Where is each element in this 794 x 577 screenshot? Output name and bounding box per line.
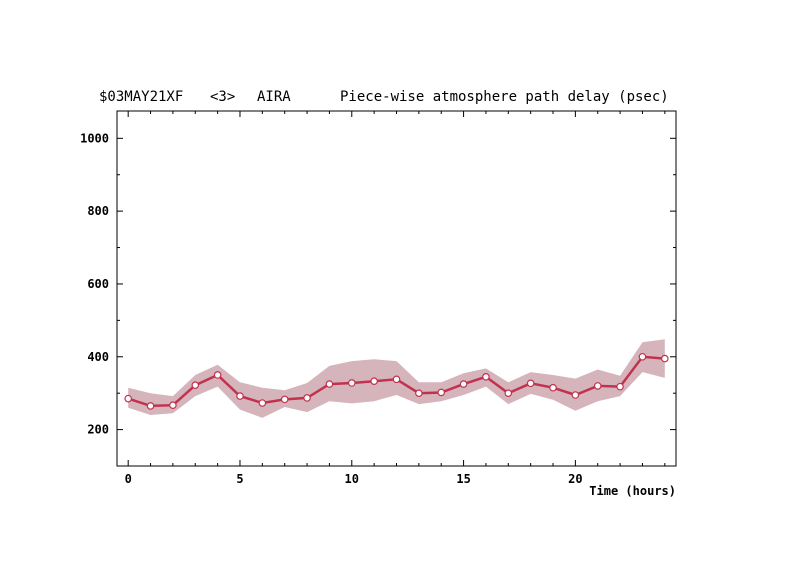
x-tick-label: 5: [236, 472, 243, 486]
data-point: [124, 394, 132, 403]
x-tick-label: 10: [345, 472, 359, 486]
data-point: [459, 380, 468, 388]
data-point: [169, 401, 177, 409]
y-tick-label: 200: [87, 423, 109, 437]
data-point: [146, 402, 155, 410]
chart-source-name: $03MAY21XF: [99, 89, 183, 105]
data-point: [504, 389, 513, 397]
data-point: [347, 379, 356, 387]
data-point: [526, 379, 535, 388]
data-point: [593, 382, 602, 390]
data-point: [191, 381, 200, 389]
axis-tick-labels: 0 5 10 15 20 200 400 600 800 1000: [80, 131, 583, 486]
data-point: [661, 354, 669, 363]
data-point: [415, 389, 423, 397]
data-point: [571, 391, 580, 399]
y-tick-label: 800: [87, 204, 109, 218]
data-point: [482, 372, 490, 381]
data-point: [616, 382, 624, 391]
data-point: [549, 383, 557, 392]
data-point: [325, 380, 334, 388]
data-point: [370, 377, 378, 385]
y-tick-label: 400: [87, 350, 109, 364]
y-tick-label: 600: [87, 277, 109, 291]
data-point: [236, 392, 244, 400]
data-point: [392, 375, 401, 384]
data-point: [280, 395, 289, 404]
data-point: [437, 388, 446, 397]
chart-index: <3>: [210, 89, 235, 105]
x-tick-label: 15: [456, 472, 470, 486]
y-tick-label: 1000: [80, 131, 109, 145]
data-point: [213, 371, 222, 379]
x-tick-label: 0: [125, 472, 132, 486]
chart-title: Piece-wise atmosphere path delay (psec): [340, 89, 669, 105]
data-point: [258, 399, 267, 407]
axis-ticks: [117, 111, 676, 467]
data-point: [638, 352, 647, 361]
x-axis-label: Time (hours): [589, 484, 676, 498]
x-tick-label: 20: [568, 472, 582, 486]
data-point-layer: [124, 352, 669, 410]
chart-station: AIRA: [257, 89, 291, 105]
data-point: [303, 394, 311, 402]
plot-frame: [116, 110, 677, 467]
